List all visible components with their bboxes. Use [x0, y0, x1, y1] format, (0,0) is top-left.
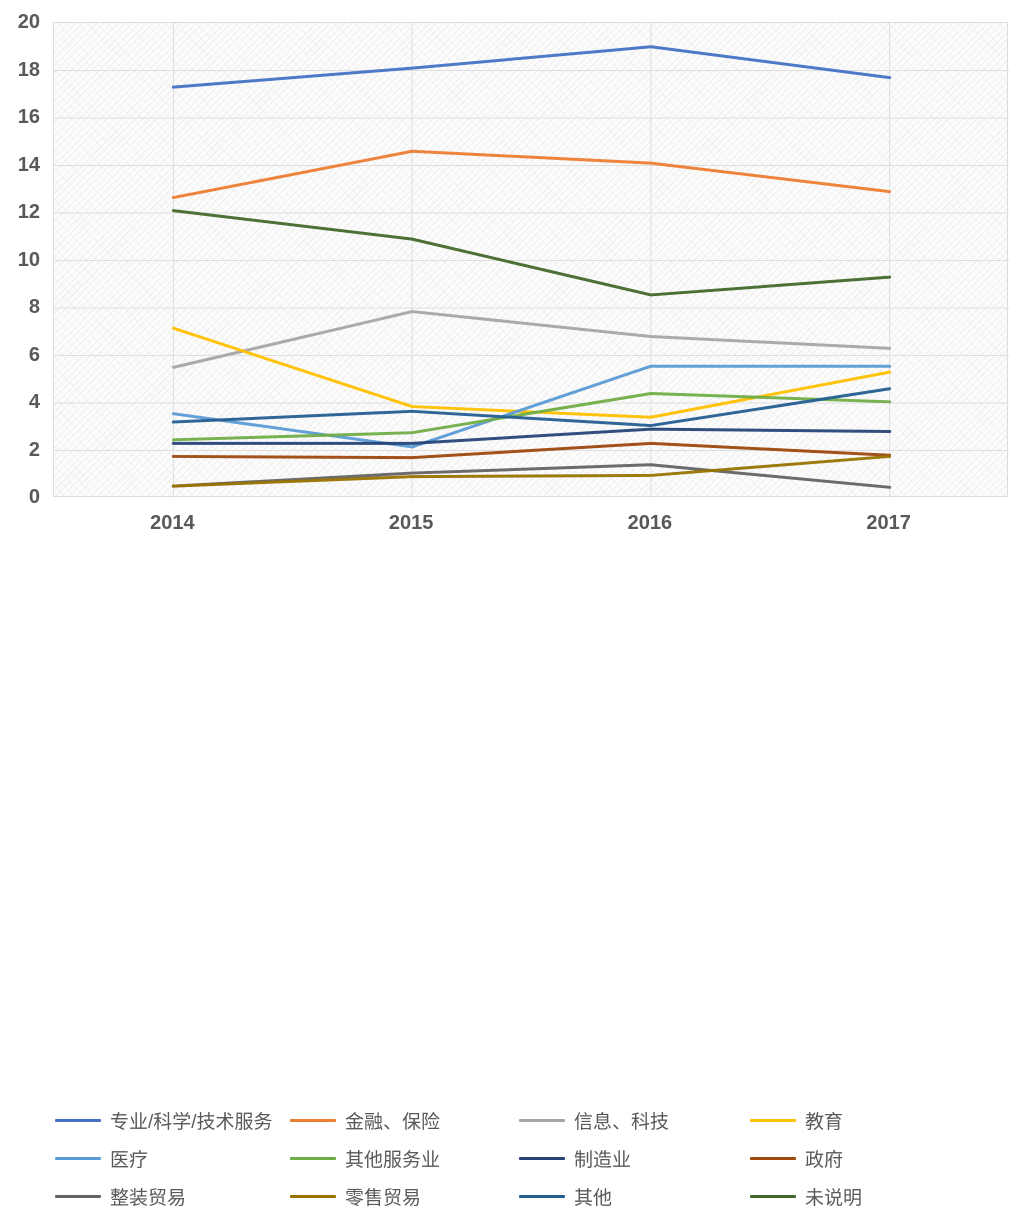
legend-item: 金融、保险 [290, 1108, 441, 1133]
legend-label: 制造业 [574, 1149, 632, 1171]
plot-svg [54, 23, 1009, 498]
plot-area [53, 22, 1009, 498]
series-line-0 [171, 45, 892, 89]
series-line-11 [171, 209, 892, 297]
series-line-1 [171, 149, 892, 200]
legend-swatch-icon [55, 1118, 101, 1122]
legend-swatch-icon [290, 1118, 336, 1122]
legend-label: 其他服务业 [345, 1149, 441, 1171]
legend-swatch-icon [519, 1118, 565, 1122]
series-line-8 [171, 463, 892, 489]
legend-item: 政府 [750, 1146, 844, 1171]
x-tick-label: 2017 [866, 512, 911, 534]
series-line-2 [171, 310, 892, 369]
series-line-6 [171, 427, 892, 445]
legend: 专业/科学/技术服务 金融、保险 信息、科技 教育医疗 其他服务业 制造业 政府整装贸易 零售… [0, 548, 1024, 1209]
x-tick-label: 2014 [150, 512, 195, 534]
legend-swatch-icon [290, 1156, 336, 1160]
legend-label: 信息、科技 [574, 1111, 670, 1133]
legend-label: 整装贸易 [110, 1187, 187, 1209]
series-line-7 [171, 441, 892, 460]
x-tick-label: 2015 [388, 512, 434, 534]
line-chart: 0 2 4 6 8 10 12 14 16 18 20 2014 2015 2016 2017 专业/科学… [0, 11, 1024, 1209]
series-line-4 [171, 364, 892, 449]
legend-label: 金融、保险 [345, 1111, 441, 1133]
legend-swatch-icon [750, 1156, 796, 1160]
legend-swatch-icon [750, 1118, 796, 1122]
legend-swatch-icon [519, 1156, 565, 1160]
series-line-9 [171, 454, 892, 488]
series-line-5 [171, 392, 892, 442]
legend-swatch-icon [750, 1194, 796, 1198]
legend-label: 教育 [805, 1111, 844, 1133]
y-tick-label: 2 [28, 438, 40, 461]
y-tick-label: 6 [28, 343, 40, 366]
y-tick-label: 8 [28, 296, 40, 318]
y-tick-label: 12 [17, 201, 40, 223]
series-line-10 [171, 387, 892, 428]
y-tick-label: 20 [17, 11, 40, 33]
legend-swatch-icon [290, 1194, 336, 1198]
legend-item: 零售贸易 [290, 1184, 422, 1209]
legend-item: 专业/科学/技术服务 [55, 1108, 273, 1133]
y-tick-label: 16 [17, 106, 40, 128]
legend-item: 医疗 [55, 1146, 149, 1171]
legend-swatch-icon [55, 1156, 101, 1160]
legend-item: 未说明 [750, 1184, 863, 1209]
legend-item: 教育 [750, 1108, 844, 1133]
y-tick-label: 0 [28, 486, 40, 508]
legend-item: 其他服务业 [290, 1146, 441, 1171]
y-tick-label: 18 [17, 58, 40, 81]
legend-item: 整装贸易 [55, 1184, 187, 1209]
y-tick-label: 4 [28, 391, 40, 413]
legend-label: 其他 [574, 1187, 613, 1209]
legend-item: 信息、科技 [519, 1108, 670, 1133]
legend-label: 医疗 [110, 1149, 149, 1171]
legend-item: 其他 [519, 1184, 613, 1209]
legend-swatch-icon [55, 1194, 101, 1198]
y-tick-label: 10 [17, 248, 40, 271]
x-tick-label: 2016 [627, 512, 673, 534]
legend-label: 政府 [805, 1149, 844, 1171]
legend-label: 零售贸易 [345, 1187, 422, 1209]
legend-label: 未说明 [805, 1187, 863, 1209]
legend-label: 专业/科学/技术服务 [110, 1111, 273, 1133]
y-tick-label: 14 [17, 153, 40, 176]
legend-item: 制造业 [519, 1146, 632, 1171]
legend-swatch-icon [519, 1194, 565, 1198]
